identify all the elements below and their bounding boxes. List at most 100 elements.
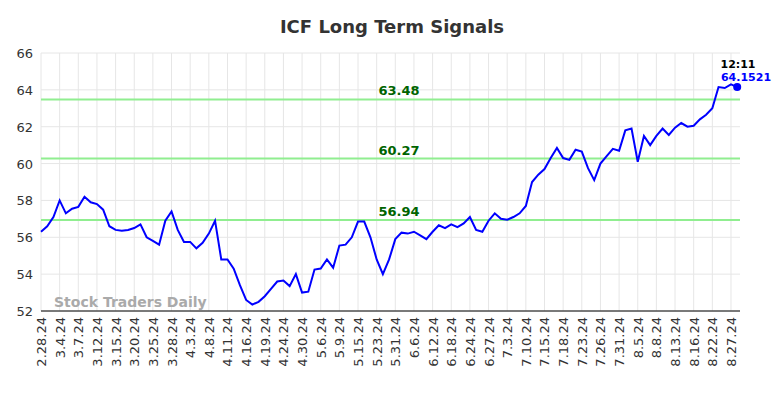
x-grid (59, 53, 60, 311)
x-tick-label: 8.8.24 (649, 317, 664, 358)
x-grid (115, 53, 116, 311)
signal-line (41, 98, 740, 100)
y-grid (41, 311, 740, 312)
x-grid (675, 53, 676, 311)
x-tick-label: 2.28.24 (34, 317, 49, 367)
x-grid (563, 53, 564, 311)
x-tick-label: 7.31.24 (612, 317, 627, 367)
signal-line (41, 158, 740, 160)
y-grid (41, 274, 740, 275)
x-grid (712, 53, 713, 311)
x-grid (656, 53, 657, 311)
x-tick-label: 3.25.24 (146, 317, 161, 367)
x-grid (78, 53, 79, 311)
x-tick-label: 6.27.24 (482, 317, 497, 367)
x-grid (376, 53, 377, 311)
x-grid (581, 53, 582, 311)
x-tick-label: 8.27.24 (724, 317, 739, 367)
x-grid (507, 53, 508, 311)
price-line (41, 84, 737, 304)
x-tick-label: 5.9.24 (332, 317, 347, 358)
x-grid (264, 53, 265, 311)
y-tick-label: 56 (16, 230, 33, 245)
y-tick-label: 60 (16, 157, 33, 172)
x-tick-label: 3.7.24 (71, 317, 86, 358)
y-tick-label: 54 (16, 267, 33, 282)
x-grid (637, 53, 638, 311)
x-tick-label: 8.16.24 (687, 317, 702, 367)
x-grid (152, 53, 153, 311)
x-grid (600, 53, 601, 311)
x-tick-label: 3.12.24 (90, 317, 105, 367)
x-tick-label: 4.30.24 (295, 317, 310, 367)
last-point (733, 83, 741, 91)
x-tick-label: 3.15.24 (109, 317, 124, 367)
x-tick-label: 7.10.24 (519, 317, 534, 367)
x-grid (96, 53, 97, 311)
y-tick-label: 58 (16, 193, 33, 208)
x-tick-label: 4.19.24 (258, 317, 273, 367)
signal-label: 56.94 (378, 204, 419, 219)
x-grid (339, 53, 340, 311)
x-grid (525, 53, 526, 311)
x-grid (302, 53, 303, 311)
x-tick-label: 7.23.24 (575, 317, 590, 367)
y-grid (41, 163, 740, 164)
signal-label: 63.48 (378, 83, 419, 98)
x-grid (208, 53, 209, 311)
x-tick-label: 5.15.24 (351, 317, 366, 367)
x-tick-label: 5.6.24 (314, 317, 329, 358)
x-grid (544, 53, 545, 311)
signal-line (41, 219, 740, 221)
y-tick-label: 52 (16, 304, 33, 319)
x-tick-label: 6.6.24 (407, 317, 422, 358)
last-value: 64.1521 (721, 71, 771, 84)
x-grid (134, 53, 135, 311)
x-tick-label: 7.18.24 (556, 317, 571, 367)
x-grid (488, 53, 489, 311)
x-grid (693, 53, 694, 311)
background (0, 0, 784, 398)
y-grid (41, 126, 740, 127)
x-tick-label: 4.16.24 (239, 317, 254, 367)
watermark: Stock Traders Daily (54, 294, 207, 310)
x-tick-label: 4.8.24 (202, 317, 217, 358)
y-tick-label: 66 (16, 46, 33, 61)
x-axis (41, 311, 740, 312)
signal-label: 60.27 (378, 143, 419, 158)
last-time: 12:11 (720, 58, 755, 71)
y-tick-label: 64 (16, 83, 33, 98)
x-grid (320, 53, 321, 311)
y-grid (41, 53, 740, 54)
x-tick-label: 8.22.24 (705, 317, 720, 367)
y-tick-label: 62 (16, 120, 33, 135)
chart: 52 54 56 58 60 62 64 66 2.28.24 3.4.243.7.24 3.12.… (0, 0, 784, 398)
x-tick-label: 3.4.24 (53, 317, 68, 358)
x-grid (227, 53, 228, 311)
x-tick-label: 4.24.24 (276, 317, 291, 367)
x-grid (619, 53, 620, 311)
plot-area (41, 83, 741, 304)
x-tick-label: 7.26.24 (593, 317, 608, 367)
x-grid (283, 53, 284, 311)
x-grid (41, 53, 42, 311)
x-grid (730, 53, 731, 311)
x-tick-label: 5.23.24 (370, 317, 385, 367)
x-tick-label: 4.3.24 (183, 317, 198, 358)
x-tick-label: 3.28.24 (165, 317, 180, 367)
x-tick-label: 5.31.24 (388, 317, 403, 367)
x-tick-label: 6.12.24 (426, 317, 441, 367)
x-grid (246, 53, 247, 311)
x-tick-label: 6.18.24 (444, 317, 459, 367)
x-tick-label: 6.24.24 (463, 317, 478, 367)
x-tick-label: 8.13.24 (668, 317, 683, 367)
y-grid (41, 200, 740, 201)
x-grid (358, 53, 359, 311)
x-grid (432, 53, 433, 311)
x-tick-label: 7.15.24 (537, 317, 552, 367)
x-grid (451, 53, 452, 311)
x-tick-label: 8.5.24 (631, 317, 646, 358)
x-grid (171, 53, 172, 311)
x-grid (469, 53, 470, 311)
x-grid (190, 53, 191, 311)
